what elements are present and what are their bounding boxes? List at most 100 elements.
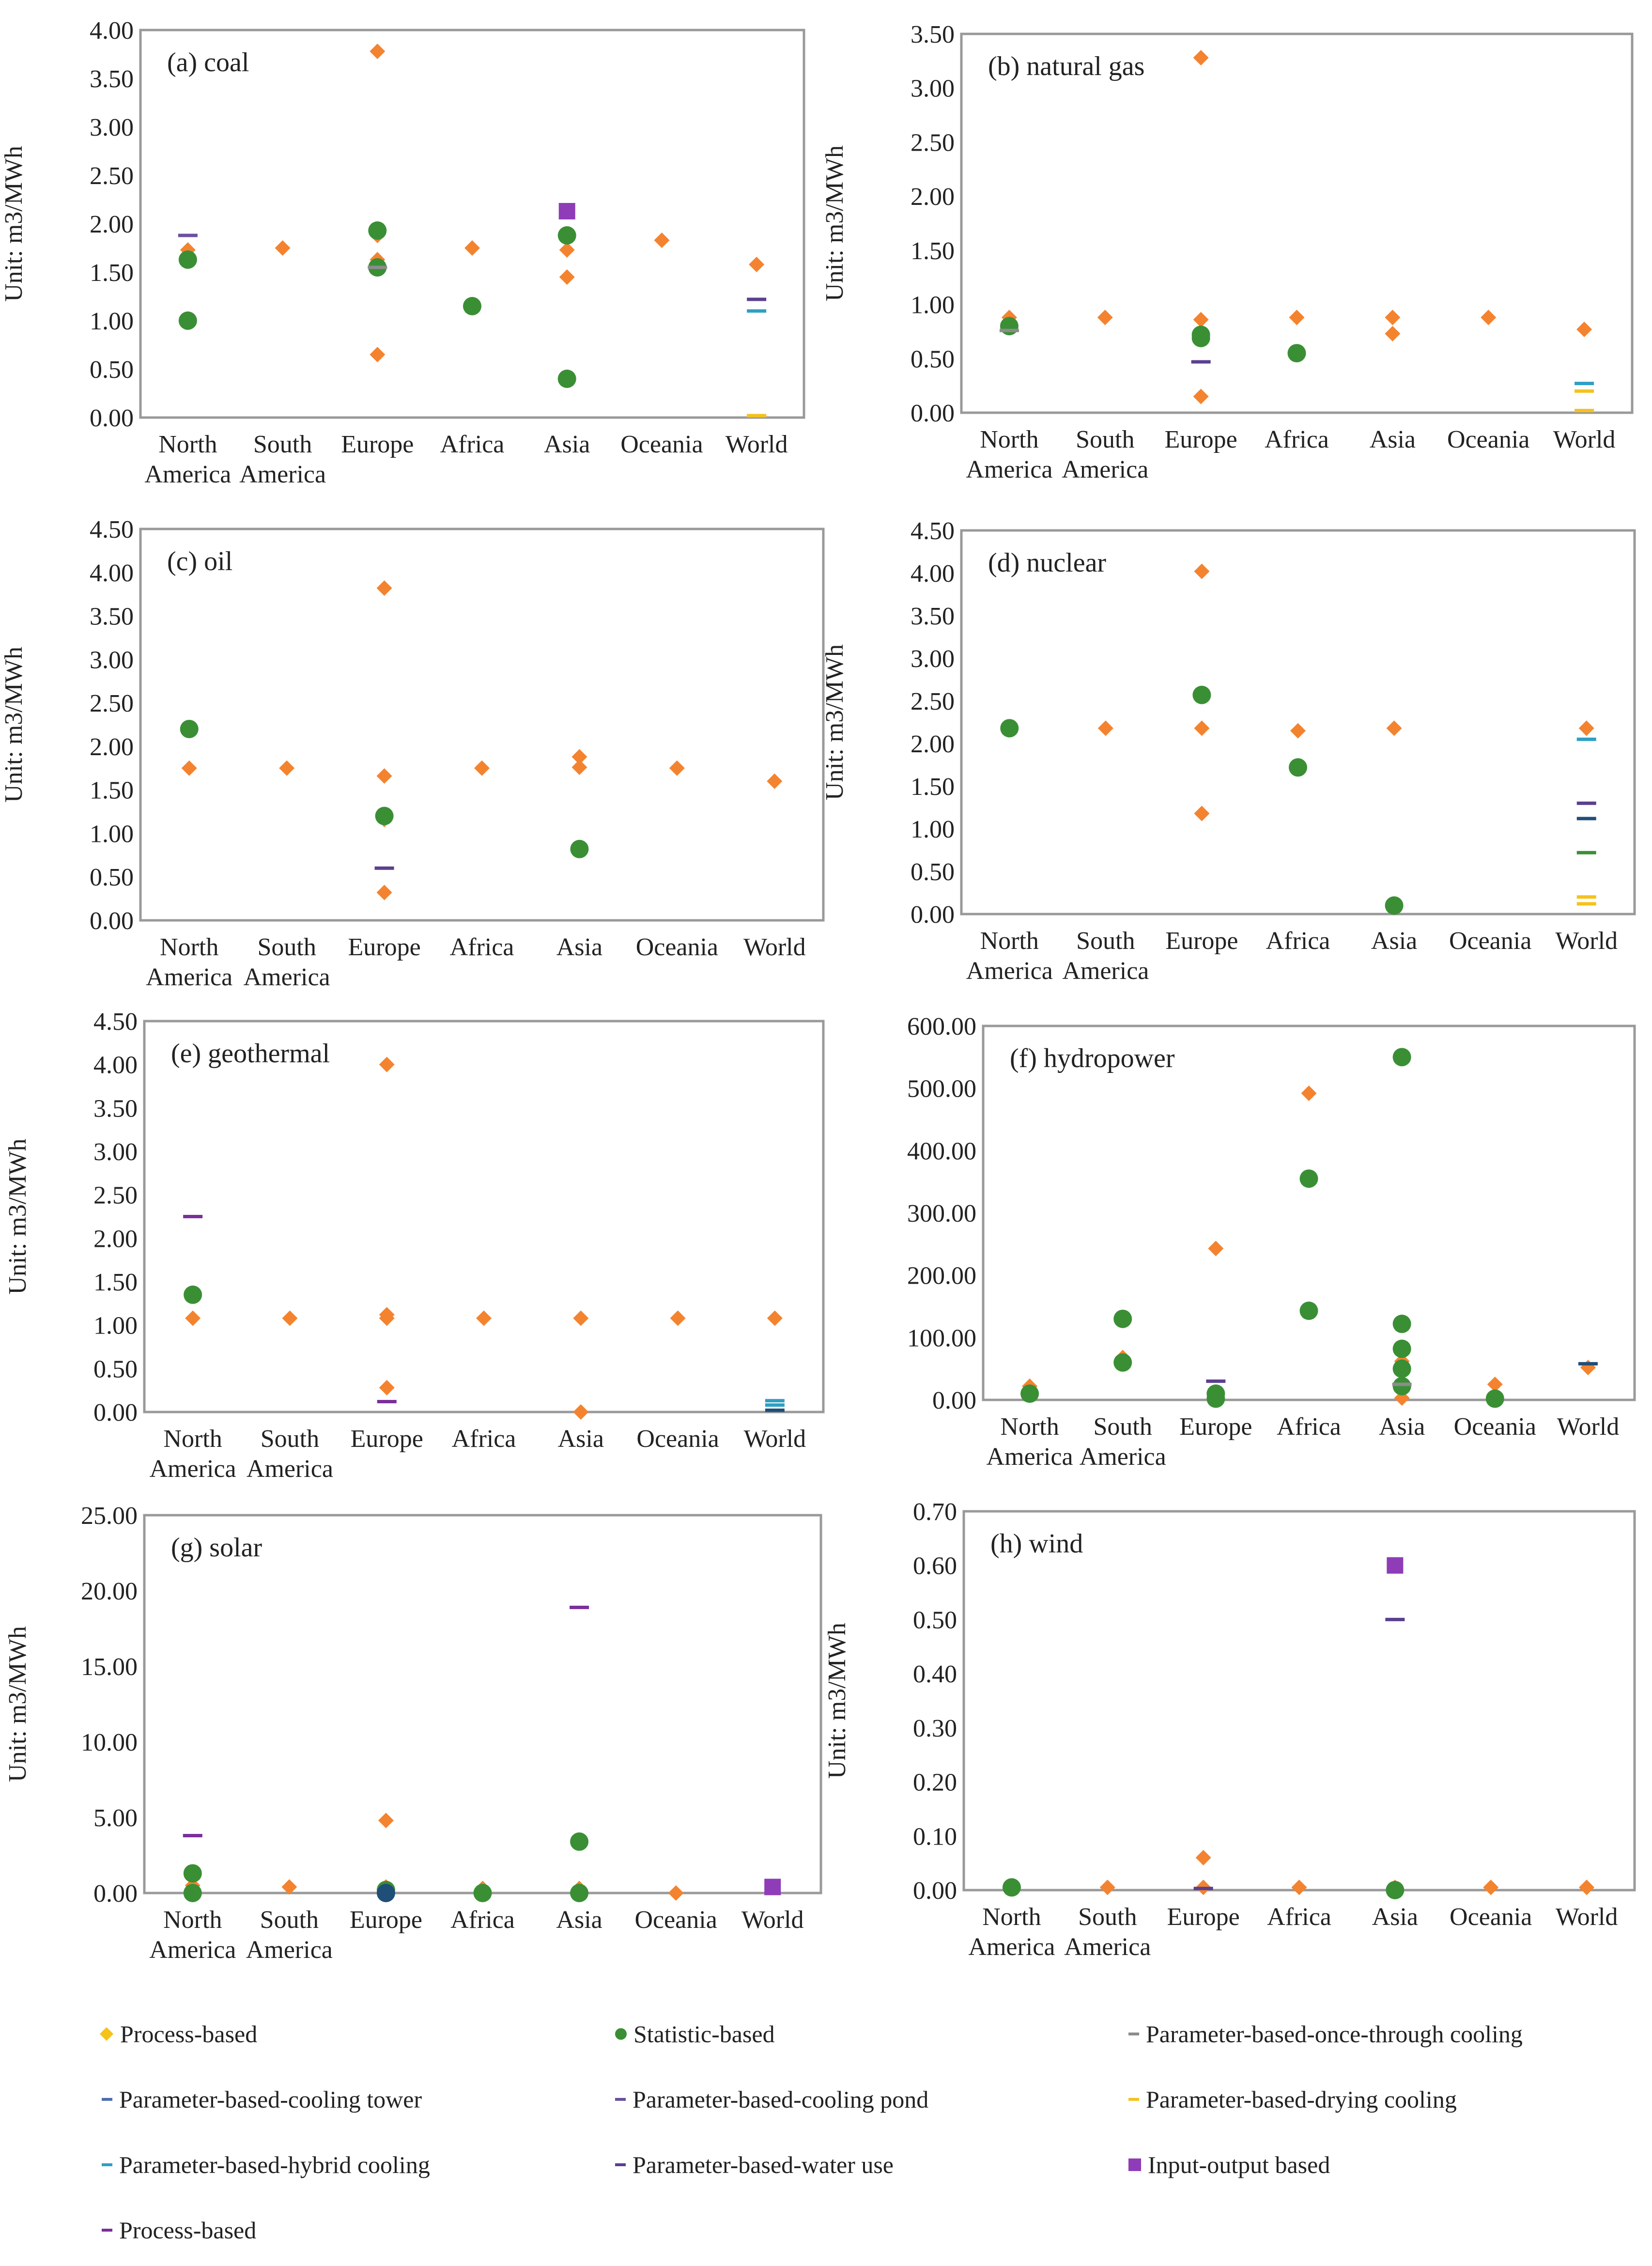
chart-7-statistic-based-point [1002, 1878, 1021, 1897]
chart-4-xtick-label: America [247, 1455, 333, 1483]
chart-6-process-based-point [378, 1813, 394, 1829]
chart-4-xtick-label: Europe [351, 1425, 423, 1453]
chart-0-xtick-label: World [726, 431, 788, 458]
chart-4-plot-frame [143, 1020, 825, 1413]
chart-4-xtick-label: Africa [452, 1425, 516, 1453]
chart-4-process-based-point [476, 1310, 492, 1326]
chart-3-ytick-label: 3.50 [911, 603, 955, 630]
chart-6-statistic-based-point [183, 1884, 202, 1902]
chart-1-process-based-point [1289, 310, 1305, 326]
chart-5-ytick-label: 200.00 [907, 1262, 976, 1290]
chart-0-ytick-label: 1.50 [90, 259, 134, 287]
chart-0-process-based-point [749, 257, 765, 272]
chart-4-xtick-label: North [163, 1425, 222, 1453]
chart-7-xtick-label: America [968, 1933, 1055, 1961]
chart-6-xtick-label: Africa [450, 1906, 515, 1934]
chart-7-xtick-label: Europe [1167, 1903, 1240, 1931]
chart-2-ytick-label: 4.00 [90, 559, 134, 587]
chart-4-process-based-point [379, 1056, 395, 1072]
chart-1-process-based-point [1385, 326, 1401, 341]
chart-0-process-based-point [464, 240, 480, 256]
chart-2-process-based-point [571, 749, 587, 765]
legend-item: Process-based [99, 2020, 258, 2048]
chart-3-statistic-based-point [1289, 758, 1307, 777]
chart-0-input-output-based-point [558, 203, 575, 219]
legend-label: Process-based [120, 2020, 258, 2048]
chart-6-xtick-label: Asia [556, 1906, 602, 1934]
chart-1-xtick-label: Asia [1370, 426, 1416, 453]
chart-4-process-based-point [379, 1310, 395, 1326]
chart-3-xtick-label: Asia [1371, 927, 1417, 955]
chart-5-ytick-label: 300.00 [907, 1200, 976, 1227]
chart-2-process-based-point [376, 768, 392, 784]
chart-4-xtick-label: Oceania [636, 1425, 719, 1453]
chart-2-statistic-based-point [180, 719, 199, 738]
chart-5-ytick-label: 500.00 [907, 1075, 976, 1103]
chart-0-process-based-point [275, 240, 291, 256]
chart-0-statistic-based-point [368, 221, 387, 240]
chart-7-ytick-label: 0.10 [913, 1823, 957, 1850]
chart-3-ytick-label: 3.00 [911, 645, 955, 673]
chart-0-ylabel: Unit: m3/MWh [0, 146, 28, 302]
chart-4-ytick-label: 1.00 [93, 1312, 138, 1340]
chart-4-process-based-point [573, 1404, 589, 1420]
chart-4-process-based-point [282, 1310, 298, 1326]
legend-label: Parameter-based-hybrid cooling [119, 2151, 430, 2178]
chart-6-title: (g) solar [171, 1533, 262, 1563]
chart-4-xtick-label: World [744, 1425, 806, 1453]
chart-3-ytick-label: 1.00 [911, 816, 955, 843]
chart-4-ytick-label: 4.00 [93, 1052, 138, 1079]
chart-0-statistic-based-point [178, 311, 197, 330]
chart-7-ytick-label: 0.70 [913, 1498, 957, 1526]
chart-0-ytick-label: 3.00 [90, 114, 134, 141]
chart-3-xtick-label: World [1555, 927, 1618, 955]
chart-5-process-based-point [1208, 1241, 1224, 1257]
chart-5-xtick-label: North [1000, 1413, 1059, 1441]
legend-marker-dash-icon [102, 2163, 112, 2166]
chart-6-ylabel: Unit: m3/MWh [4, 1626, 31, 1782]
chart-5-xtick-label: Africa [1277, 1413, 1341, 1441]
legend-item: Parameter-based-cooling pond [615, 2085, 928, 2113]
chart-5-xtick-label: World [1557, 1413, 1620, 1441]
legend-label: Parameter-based-once-through cooling [1146, 2020, 1523, 2048]
chart-6-statistic-based-point [183, 1864, 202, 1883]
legend-marker-square-icon [1128, 2158, 1141, 2171]
chart-6-xtick-label: South [260, 1906, 319, 1934]
chart-2-xtick-label: America [244, 963, 330, 991]
chart-0-xtick-label: Oceania [620, 431, 703, 458]
legend-item: Parameter-based-cooling tower [102, 2085, 422, 2113]
chart-1-process-based-point [1385, 310, 1401, 326]
chart-5-statistic-based-point [1485, 1389, 1504, 1408]
chart-1-process-based-point [1193, 388, 1209, 404]
chart-6-xtick-label: America [246, 1936, 333, 1964]
chart-3-xtick-label: America [1062, 957, 1149, 985]
chart-6-xtick-label: Oceania [634, 1906, 717, 1934]
chart-6-plot-frame [143, 1514, 822, 1894]
chart-1-statistic-based-point [1287, 344, 1306, 363]
chart-4-ytick-label: 0.00 [93, 1399, 138, 1427]
chart-3-process-based-point [1097, 720, 1113, 736]
legend-marker-dash-icon [1128, 2033, 1139, 2035]
chart-2-process-based-point [376, 580, 392, 596]
chart-1-ytick-label: 3.50 [911, 21, 955, 48]
chart-7-ytick-label: 0.30 [913, 1715, 957, 1742]
chart-3-statistic-based-point [1000, 719, 1019, 738]
chart-0-ytick-label: 2.00 [90, 211, 134, 238]
chart-5-process-based-point [1301, 1085, 1317, 1101]
chart-5-statistic-based-point [1299, 1169, 1318, 1188]
chart-2-process-based-point [474, 760, 490, 776]
chart-1-process-based-point [1576, 321, 1592, 337]
chart-3-process-based-point [1578, 720, 1594, 736]
chart-1-ytick-label: 2.50 [911, 129, 955, 156]
chart-1-xtick-label: America [966, 456, 1052, 483]
chart-2-ytick-label: 3.50 [90, 603, 134, 631]
chart-7-statistic-based-point [1386, 1881, 1405, 1899]
chart-6-ytick-label: 15.00 [81, 1653, 138, 1681]
chart-7-process-based-point [1483, 1879, 1499, 1895]
chart-5-ytick-label: 600.00 [907, 1013, 976, 1040]
chart-2-process-based-point [376, 885, 392, 900]
chart-7-process-based-point [1099, 1879, 1115, 1895]
chart-0-xtick-label: North [158, 431, 217, 458]
chart-3-statistic-based-point [1385, 896, 1404, 915]
chart-0-xtick-label: Europe [341, 431, 414, 458]
